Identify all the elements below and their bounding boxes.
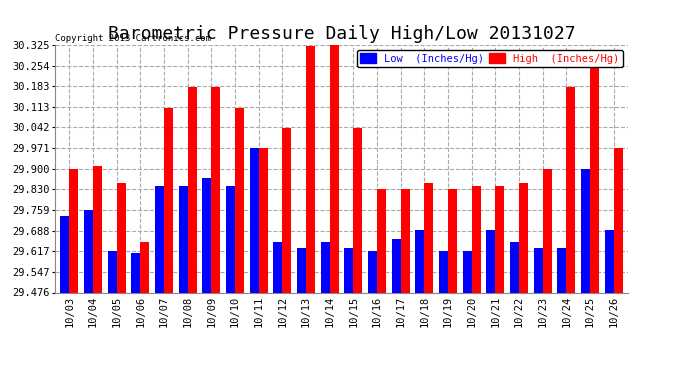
Bar: [235, 108, 244, 292]
Bar: [211, 87, 220, 292]
Bar: [330, 44, 339, 292]
Bar: [164, 108, 173, 292]
Bar: [510, 242, 519, 292]
Bar: [273, 242, 282, 292]
Bar: [61, 216, 70, 292]
Bar: [108, 251, 117, 292]
Bar: [297, 248, 306, 292]
Bar: [543, 169, 552, 292]
Bar: [93, 166, 102, 292]
Bar: [306, 46, 315, 292]
Bar: [188, 87, 197, 292]
Title: Barometric Pressure Daily High/Low 20131027: Barometric Pressure Daily High/Low 20131…: [108, 26, 575, 44]
Bar: [558, 248, 566, 292]
Bar: [533, 248, 543, 292]
Bar: [179, 186, 188, 292]
Bar: [282, 128, 291, 292]
Bar: [463, 251, 472, 292]
Text: Copyright 2013 Cartronics.com: Copyright 2013 Cartronics.com: [55, 33, 211, 42]
Bar: [581, 169, 590, 292]
Bar: [392, 239, 401, 292]
Bar: [401, 189, 410, 292]
Bar: [131, 254, 140, 292]
Bar: [439, 251, 448, 292]
Legend: Low  (Inches/Hg), High  (Inches/Hg): Low (Inches/Hg), High (Inches/Hg): [357, 50, 622, 67]
Bar: [84, 210, 93, 292]
Bar: [250, 148, 259, 292]
Bar: [486, 230, 495, 292]
Bar: [613, 148, 622, 292]
Bar: [415, 230, 424, 292]
Bar: [259, 148, 268, 292]
Bar: [368, 251, 377, 292]
Bar: [590, 61, 599, 292]
Bar: [321, 242, 330, 292]
Bar: [566, 87, 575, 292]
Bar: [353, 128, 362, 292]
Bar: [424, 183, 433, 292]
Bar: [495, 186, 504, 292]
Bar: [226, 186, 235, 292]
Bar: [448, 189, 457, 292]
Bar: [202, 178, 211, 292]
Bar: [472, 186, 481, 292]
Bar: [519, 183, 528, 292]
Bar: [140, 242, 150, 292]
Bar: [70, 169, 79, 292]
Bar: [344, 248, 353, 292]
Bar: [155, 186, 164, 292]
Bar: [377, 189, 386, 292]
Bar: [117, 183, 126, 292]
Bar: [604, 230, 613, 292]
